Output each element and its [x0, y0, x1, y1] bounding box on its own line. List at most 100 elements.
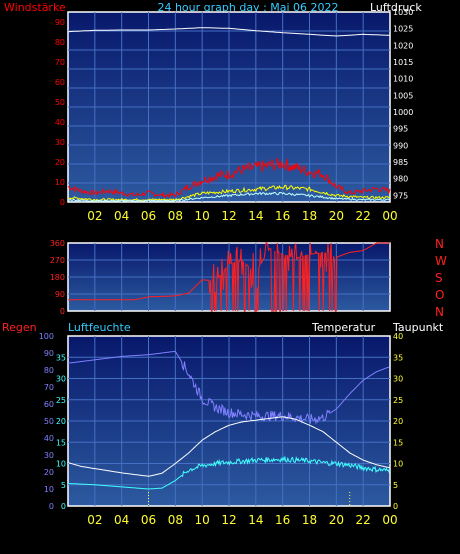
hour-tick-label: 14 [248, 209, 263, 223]
direction-tick-label: 270 [50, 256, 65, 265]
rain-tick-label: 60 [44, 400, 54, 409]
pressure-tick-label: 985 [393, 158, 408, 167]
rain-tick-label: 40 [44, 434, 54, 443]
compass-label: W [435, 254, 447, 268]
temperature-tick-label: 10 [393, 460, 403, 469]
hour-tick-label: 02 [87, 209, 102, 223]
wind-tick-label: 90 [55, 18, 65, 27]
hour-tick-label: 12 [221, 209, 236, 223]
wind-pressure-series [67, 27, 391, 203]
hour-tick-label: 08 [168, 513, 183, 527]
chart-title: 24 hour graph day : Mai 06 2022 [157, 1, 338, 14]
direction-tick-label: 0 [60, 307, 65, 316]
wind-tick-label: 50 [55, 98, 65, 107]
wind-tick-label: 70 [55, 58, 65, 67]
hour-tick-label: 10 [195, 209, 210, 223]
pressure-tick-label: 1030 [393, 8, 413, 17]
pressure-tick-label: 1000 [393, 108, 413, 117]
temperature-line [67, 416, 391, 477]
temperature-tick-label: 20 [393, 417, 403, 426]
rain-tick-label: 80 [44, 366, 54, 375]
hour-tick-label: 12 [221, 513, 236, 527]
humidity-temperature-ticks: 0102030405060708090100051015202530350510… [39, 332, 403, 527]
humidity-tick-label: 5 [61, 481, 66, 490]
rain-tick-label: 50 [44, 417, 54, 426]
hour-tick-label: 10 [195, 513, 210, 527]
hour-tick-label: 22 [356, 513, 371, 527]
dewpoint-axis-title: Taupunkt [392, 321, 444, 334]
wind-tick-label: 20 [55, 158, 65, 167]
rain-tick-label: 100 [39, 332, 54, 341]
wind-tick-label: 80 [55, 38, 65, 47]
hour-tick-label: 06 [141, 209, 156, 223]
temperature-tick-label: 40 [393, 332, 403, 341]
pressure-tick-label: 1015 [393, 58, 413, 67]
wind-direction-line [68, 242, 390, 312]
humidity-tick-label: 10 [56, 460, 66, 469]
temperature-axis-title: Temperatur [311, 321, 376, 334]
hour-tick-label: 00 [382, 513, 397, 527]
humidity-tick-label: 30 [56, 375, 66, 384]
wind-direction-series [68, 242, 390, 312]
wind-axis-title: Windstärke [4, 1, 66, 14]
pressure-tick-label: 975 [393, 191, 408, 200]
wind-tick-label: 0 [60, 198, 65, 207]
pressure-tick-label: 990 [393, 141, 408, 150]
temperature-tick-label: 25 [393, 396, 403, 405]
wind-pressure-grid [68, 12, 390, 202]
humidity-tick-label: 0 [61, 502, 66, 511]
pressure-axis-title: Luftdruck [370, 1, 422, 14]
rain-tick-label: 30 [44, 451, 54, 460]
temperature-tick-label: 15 [393, 438, 403, 447]
compass-label: S [435, 271, 443, 285]
hour-tick-label: 16 [275, 209, 290, 223]
humidity-temperature-grid [68, 336, 390, 506]
pressure-line [67, 27, 391, 37]
wind-tick-label: 60 [55, 78, 65, 87]
temperature-tick-label: 30 [393, 375, 403, 384]
wind-average-line [67, 184, 391, 202]
compass-label: N [435, 237, 444, 251]
compass-label: O [435, 288, 444, 302]
pressure-tick-label: 1020 [393, 41, 413, 50]
humidity-axis-title: Luftfeuchte [68, 321, 131, 334]
humidity-tick-label: 25 [56, 396, 66, 405]
pressure-tick-label: 1005 [393, 91, 413, 100]
rain-tick-label: 0 [49, 502, 54, 511]
hour-tick-label: 16 [275, 513, 290, 527]
wind-tick-label: 30 [55, 138, 65, 147]
dewpoint-line [68, 455, 390, 490]
hour-tick-label: 00 [382, 209, 397, 223]
wind-tick-label: 10 [55, 178, 65, 187]
wind-gust-line [67, 157, 391, 199]
direction-tick-label: 360 [50, 239, 65, 248]
pressure-tick-label: 1025 [393, 25, 413, 34]
humidity-tick-label: 15 [56, 438, 66, 447]
rain-tick-label: 10 [44, 485, 54, 494]
hour-tick-label: 18 [302, 513, 317, 527]
hour-tick-label: 20 [329, 513, 344, 527]
hour-tick-label: 04 [114, 209, 129, 223]
temperature-tick-label: 0 [393, 502, 398, 511]
humidity-line [67, 350, 390, 425]
temperature-tick-label: 5 [393, 481, 398, 490]
hour-tick-label: 04 [114, 513, 129, 527]
direction-tick-label: 180 [50, 273, 65, 282]
pressure-tick-label: 995 [393, 125, 408, 134]
compass-label: N [435, 305, 444, 319]
hour-tick-label: 14 [248, 513, 263, 527]
pressure-tick-label: 980 [393, 175, 408, 184]
hour-tick-label: 02 [87, 513, 102, 527]
humidity-tick-label: 35 [56, 353, 66, 362]
rain-axis-title: Regen [2, 321, 37, 334]
rain-tick-label: 20 [44, 468, 54, 477]
humidity-tick-label: 20 [56, 417, 66, 426]
direction-tick-label: 90 [55, 290, 65, 299]
hour-tick-label: 20 [329, 209, 344, 223]
pressure-tick-label: 1010 [393, 75, 413, 84]
hour-tick-label: 18 [302, 209, 317, 223]
rain-tick-label: 70 [44, 383, 54, 392]
hour-tick-label: 06 [141, 513, 156, 527]
